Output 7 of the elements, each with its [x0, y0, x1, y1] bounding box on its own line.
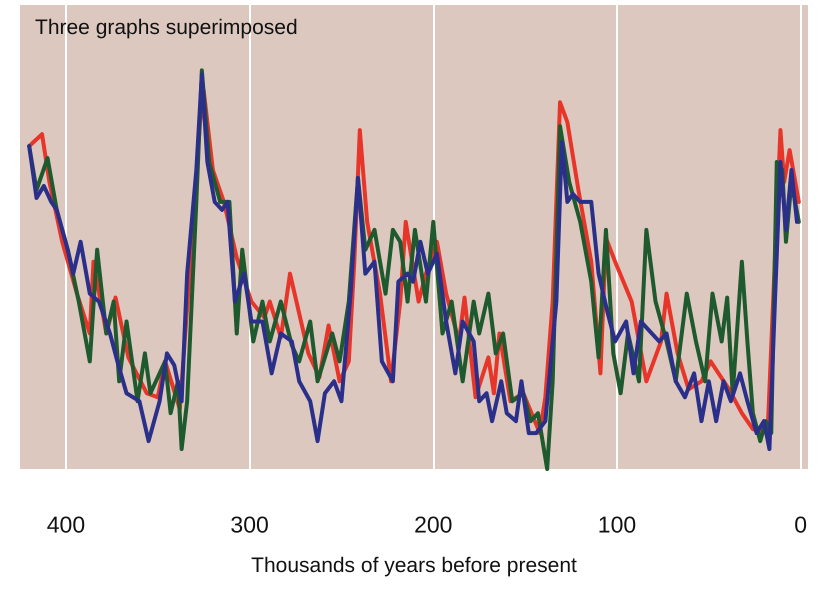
x-tick-label: 300 [230, 512, 269, 538]
x-axis-title: Thousands of years before present [251, 554, 578, 577]
x-tick-label: 0 [794, 512, 808, 538]
x-tick-label: 200 [414, 512, 452, 538]
x-tick-label: 400 [46, 512, 86, 538]
chart-title: Three graphs superimposed [35, 16, 298, 39]
x-tick-label: 100 [598, 512, 636, 538]
